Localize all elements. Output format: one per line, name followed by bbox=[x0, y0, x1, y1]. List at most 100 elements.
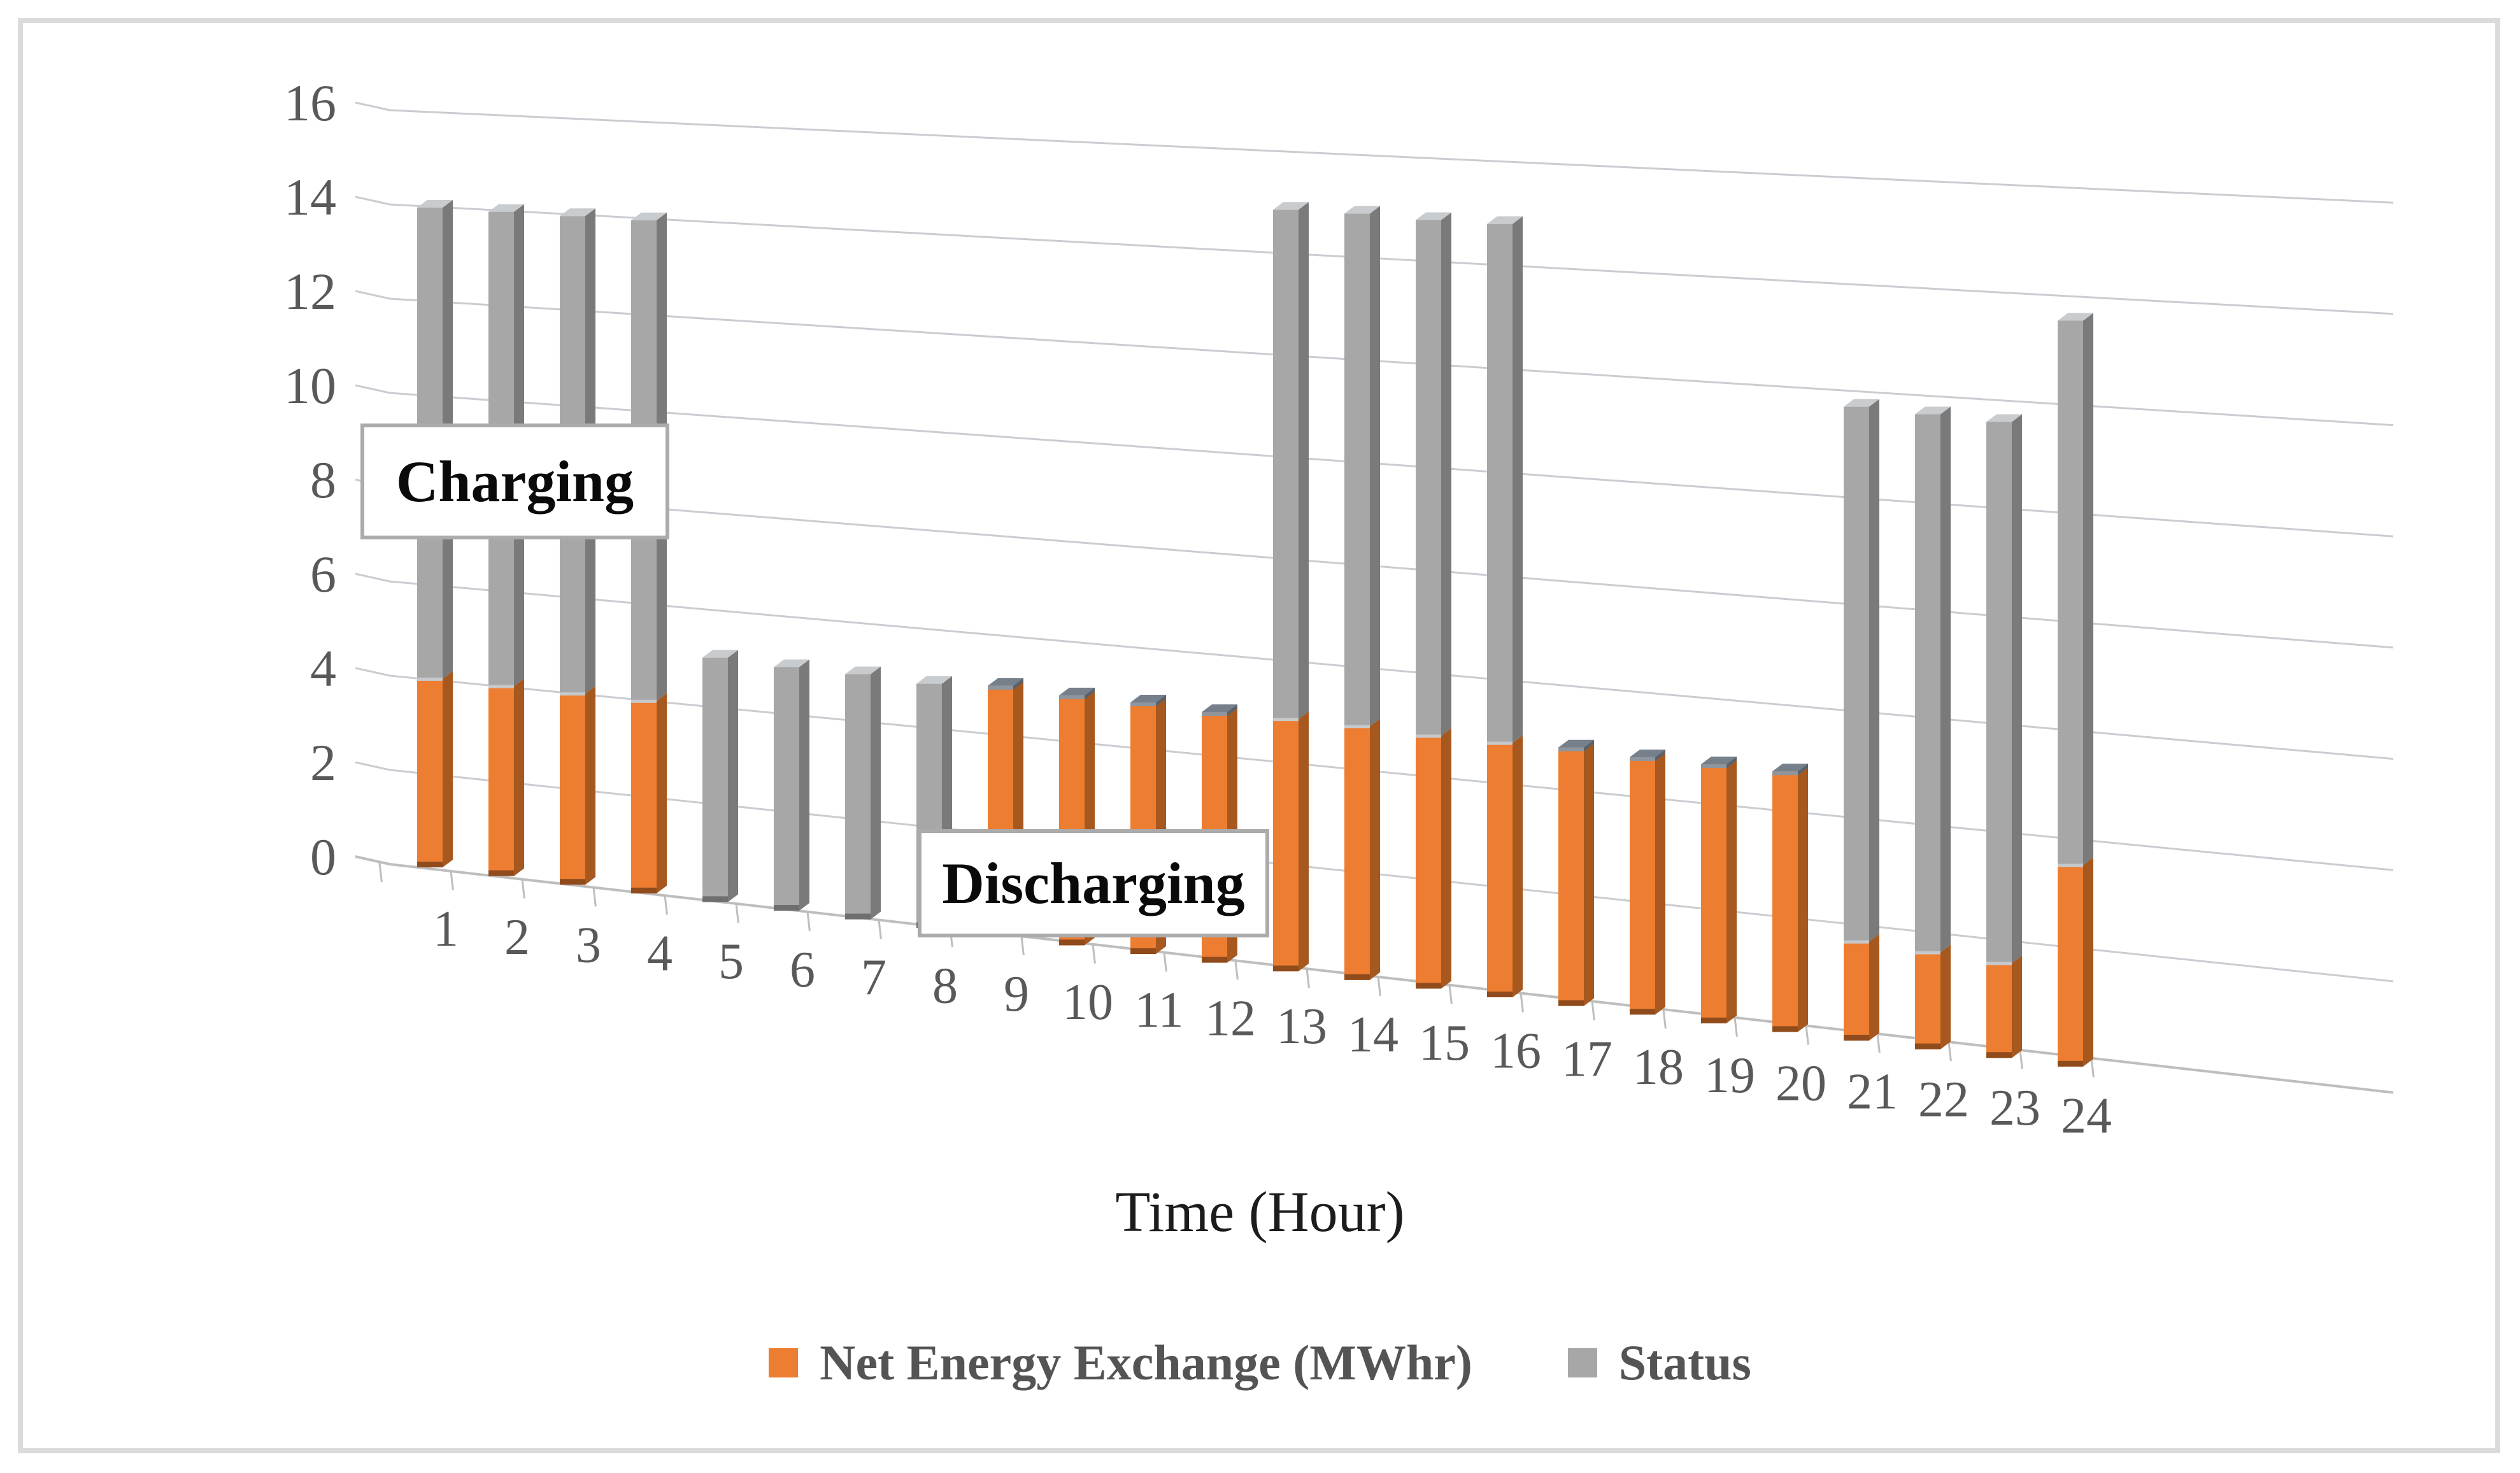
x-tick-label-3: 3 bbox=[576, 918, 601, 974]
bar-side-net bbox=[443, 671, 453, 867]
bar-cap-front bbox=[1558, 747, 1584, 751]
bar-front-net bbox=[1558, 747, 1584, 1006]
bar-top-face bbox=[1344, 206, 1380, 214]
bar-front-status bbox=[1487, 224, 1513, 743]
y-tick-label-2: 2 bbox=[310, 734, 336, 792]
x-axis-tick bbox=[1092, 944, 1096, 964]
x-tick-label-7: 7 bbox=[861, 950, 886, 1006]
bar-cap-front bbox=[988, 685, 1013, 690]
bar-bottom-edge bbox=[702, 896, 728, 902]
x-axis-tick bbox=[1234, 960, 1239, 980]
annotation-charging: Charging bbox=[360, 423, 669, 539]
bar-bottom-edge bbox=[1130, 948, 1156, 954]
bar-cap-top bbox=[988, 678, 1023, 686]
bar-cap-side bbox=[1584, 739, 1594, 751]
bar-top-face bbox=[1487, 216, 1523, 224]
x-tick-label-21: 21 bbox=[1847, 1064, 1898, 1120]
bar-top-face bbox=[1986, 414, 2022, 422]
x-axis-tick bbox=[1163, 952, 1167, 972]
bar-cap-front bbox=[1701, 764, 1726, 769]
gridline-16 bbox=[355, 101, 2394, 204]
bar-top-face bbox=[774, 659, 809, 667]
bar-cap-top bbox=[1630, 749, 1665, 757]
y-tick-label-12: 12 bbox=[284, 262, 336, 320]
bar-bottom-edge bbox=[2058, 1060, 2083, 1067]
bar-series-boundary bbox=[631, 699, 657, 703]
bar-cap-side bbox=[1655, 749, 1665, 761]
bar-front-net bbox=[1915, 952, 1940, 1050]
bar-side-net bbox=[657, 693, 667, 893]
bar-hour-4 bbox=[631, 212, 667, 893]
gridline-12 bbox=[355, 290, 2394, 427]
x-tick-label-22: 22 bbox=[1918, 1072, 1969, 1128]
bar-hour-7 bbox=[845, 666, 881, 920]
bar-front-net bbox=[488, 686, 514, 876]
bar-cap-side bbox=[1798, 764, 1808, 776]
bar-bottom-edge bbox=[631, 887, 657, 893]
x-axis-tick bbox=[450, 871, 454, 891]
bar-side-net bbox=[1299, 711, 1309, 972]
x-tick-label-1: 1 bbox=[433, 901, 459, 957]
bar-front-net bbox=[2058, 865, 2083, 1067]
bar-side-net bbox=[1726, 757, 1737, 1023]
bar-side-net bbox=[585, 686, 595, 885]
bar-hour-15 bbox=[1416, 212, 1451, 989]
x-tick-label-6: 6 bbox=[790, 942, 815, 998]
y-tick-label-10: 10 bbox=[284, 357, 336, 415]
bar-front-net bbox=[631, 701, 657, 893]
bar-cap-side bbox=[1726, 757, 1737, 769]
bar-side-net bbox=[514, 678, 524, 876]
bar-front-status bbox=[1344, 213, 1370, 727]
x-tick-label-14: 14 bbox=[1348, 1007, 1399, 1063]
bar-side-net bbox=[1370, 718, 1380, 980]
bar-cap-front bbox=[1059, 695, 1085, 699]
bar-top-face bbox=[417, 200, 453, 208]
x-axis-tick bbox=[735, 903, 739, 923]
bar-cap-top bbox=[1059, 687, 1095, 695]
x-tick-label-2: 2 bbox=[504, 909, 530, 965]
bar-front-net bbox=[560, 694, 585, 885]
bar-bottom-edge bbox=[1915, 1043, 1940, 1050]
bar-top-face bbox=[1844, 399, 1879, 407]
bar-bottom-edge bbox=[1059, 939, 1085, 946]
x-tick-label-19: 19 bbox=[1704, 1048, 1755, 1104]
bar-hour-18 bbox=[1630, 749, 1665, 1015]
bar-bottom-edge bbox=[1844, 1035, 1869, 1041]
bar-cap-top bbox=[1130, 695, 1166, 702]
bar-cap-side bbox=[1085, 687, 1095, 699]
x-axis-tick bbox=[1020, 936, 1025, 956]
bar-top-face bbox=[845, 666, 881, 674]
bar-front-net bbox=[1416, 736, 1441, 989]
gridline-14 bbox=[355, 196, 2394, 315]
bar-front-net bbox=[1772, 771, 1798, 1032]
bar-side-status bbox=[871, 666, 881, 920]
x-axis-tick bbox=[664, 895, 668, 915]
x-tick-label-8: 8 bbox=[932, 958, 958, 1014]
bar-front-status bbox=[1915, 414, 1940, 953]
legend-label-net-energy: Net Energy Exchange (MWhr) bbox=[820, 1335, 1472, 1390]
bar-front-net bbox=[1273, 719, 1299, 972]
bar-cap-side bbox=[1227, 704, 1237, 716]
bar-cap-top bbox=[1772, 764, 1808, 772]
x-tick-label-18: 18 bbox=[1633, 1039, 1684, 1095]
bar-side-net bbox=[1441, 728, 1451, 989]
bar-hour-3 bbox=[560, 208, 595, 885]
bar-cap-top bbox=[1701, 757, 1737, 765]
bar-side-status bbox=[1513, 216, 1523, 743]
bar-side-status bbox=[1299, 202, 1309, 720]
bar-bottom-edge bbox=[1558, 1000, 1584, 1006]
x-axis-tick bbox=[592, 887, 597, 907]
bar-front-status bbox=[774, 667, 799, 911]
bar-hour-24 bbox=[2058, 313, 2093, 1067]
y-tick-label-6: 6 bbox=[310, 545, 336, 603]
annotation-discharging: Discharging bbox=[918, 829, 1269, 937]
bar-top-face bbox=[1915, 406, 1951, 415]
bar-front-status bbox=[702, 657, 728, 902]
gridline-6 bbox=[355, 573, 2394, 760]
bar-side-net bbox=[2012, 955, 2022, 1058]
bar-hour-23 bbox=[1986, 414, 2022, 1058]
x-tick-label-20: 20 bbox=[1776, 1056, 1826, 1112]
x-tick-label-15: 15 bbox=[1419, 1015, 1470, 1071]
